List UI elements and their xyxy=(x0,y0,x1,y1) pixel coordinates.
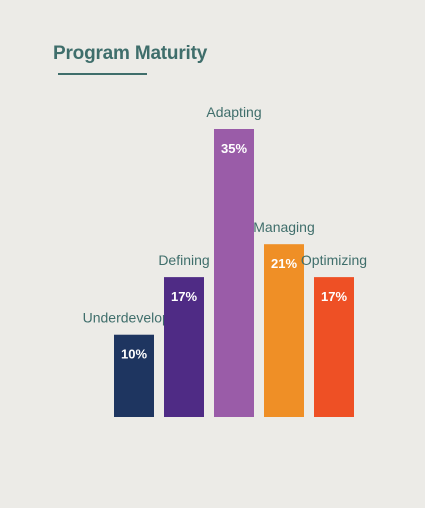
value-label-optimizing: 17% xyxy=(321,289,347,304)
category-label-optimizing: Optimizing xyxy=(301,252,367,268)
bar-adapting xyxy=(214,129,254,417)
bars-layer: 10%Underdeveloped17%Defining35%Adapting2… xyxy=(83,104,367,417)
value-label-defining: 17% xyxy=(171,289,197,304)
category-label-defining: Defining xyxy=(158,252,209,268)
category-label-managing: Managing xyxy=(253,219,315,235)
value-label-managing: 21% xyxy=(271,256,297,271)
category-label-adapting: Adapting xyxy=(206,104,261,120)
value-label-adapting: 35% xyxy=(221,141,247,156)
value-label-underdeveloped: 10% xyxy=(121,347,147,362)
